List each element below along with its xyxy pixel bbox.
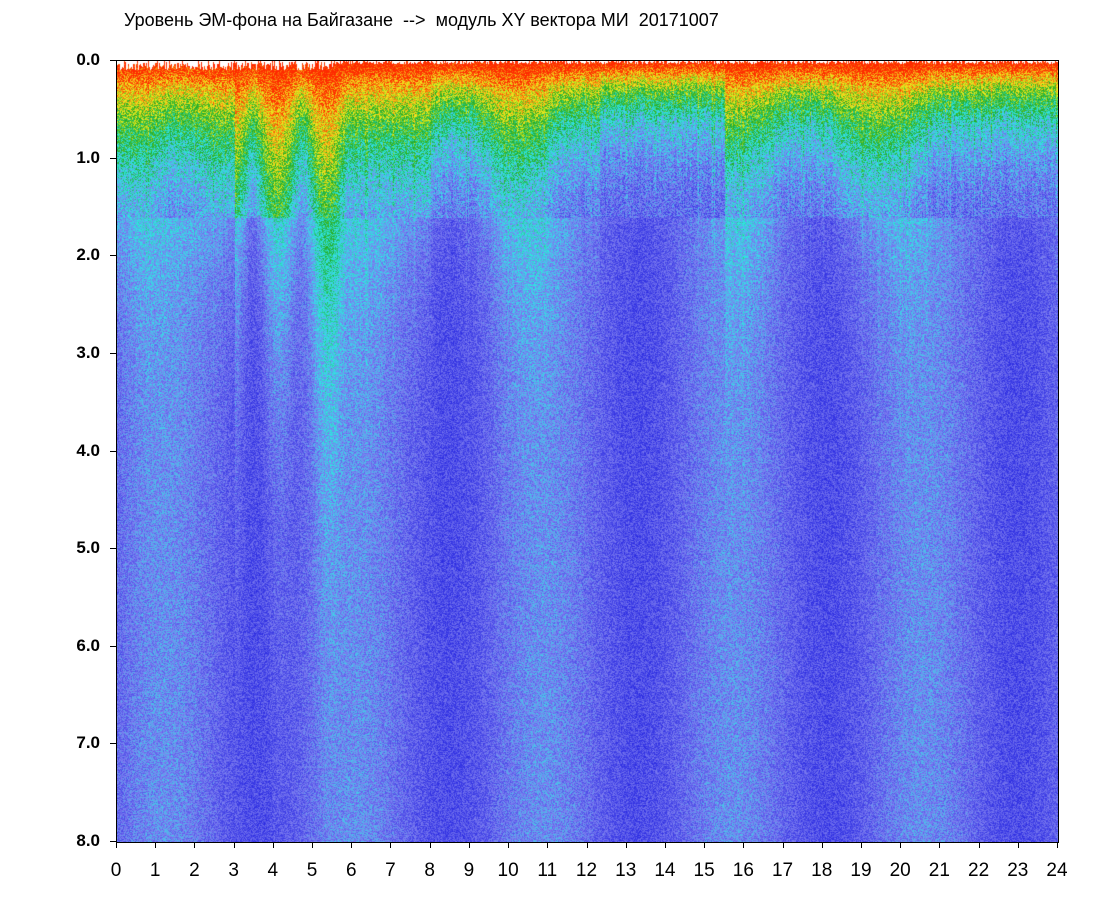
y-tick-mark	[110, 451, 116, 452]
x-tick-mark	[626, 842, 627, 848]
x-tick-label: 1	[149, 860, 161, 881]
x-tick-mark	[234, 842, 235, 848]
x-tick-label: 3	[228, 860, 239, 881]
x-tick-mark	[351, 842, 352, 848]
y-tick-label: 0.0	[76, 50, 100, 69]
x-tick-label: 9	[463, 860, 475, 881]
x-tick-label: 13	[615, 860, 637, 881]
x-tick-label: 10	[497, 860, 519, 881]
plot-area	[116, 60, 1059, 843]
x-tick-mark	[273, 842, 274, 848]
heatmap-spectrogram	[117, 61, 1058, 842]
x-tick-mark	[665, 842, 666, 848]
x-tick-label: 5	[306, 860, 318, 881]
x-tick-label: 2	[189, 860, 200, 881]
x-tick-label: 23	[1007, 860, 1029, 881]
x-tick-mark	[430, 842, 431, 848]
x-tick-mark	[547, 842, 548, 848]
x-tick-mark	[390, 842, 391, 848]
x-tick-label: 14	[654, 860, 676, 881]
x-tick-label: 16	[732, 860, 754, 881]
x-tick-label: 12	[575, 860, 598, 881]
y-tick-mark	[110, 353, 116, 354]
x-tick-mark	[783, 842, 784, 848]
x-tick-mark	[116, 842, 117, 848]
y-tick-label: 8.0	[76, 831, 100, 850]
x-tick-mark	[743, 842, 744, 848]
x-tick-mark	[822, 842, 823, 848]
x-tick-label: 11	[537, 860, 558, 881]
x-tick-mark	[155, 842, 156, 848]
y-tick-mark	[110, 646, 116, 647]
x-tick-label: 8	[424, 860, 435, 881]
x-tick-mark	[939, 842, 940, 848]
x-tick-label: 6	[345, 860, 357, 881]
x-tick-mark	[1057, 842, 1058, 848]
x-tick-mark	[312, 842, 313, 848]
x-tick-mark	[1018, 842, 1019, 848]
y-tick-label: 4.0	[76, 440, 100, 460]
x-tick-label: 15	[693, 860, 715, 881]
x-tick-mark	[704, 842, 705, 848]
chart-title: Уровень ЭМ-фона на Байгазане --> модуль …	[124, 10, 719, 30]
x-tick-label: 17	[771, 860, 794, 881]
y-tick-label: 6.0	[76, 635, 100, 655]
x-tick-mark	[900, 842, 901, 848]
y-tick-label: 1.0	[76, 147, 100, 167]
x-tick-mark	[508, 842, 509, 848]
y-tick-mark	[110, 255, 116, 256]
x-tick-label: 22	[968, 860, 990, 881]
y-tick-mark	[110, 743, 116, 744]
y-tick-label: 3.0	[76, 342, 100, 362]
x-tick-mark	[861, 842, 862, 848]
x-tick-label: 19	[850, 860, 872, 881]
x-tick-mark	[979, 842, 980, 848]
x-tick-label: 21	[928, 860, 950, 881]
x-tick-mark	[194, 842, 195, 848]
y-tick-mark	[110, 60, 116, 61]
x-tick-mark	[469, 842, 470, 848]
y-tick-label: 2.0	[76, 245, 100, 265]
x-tick-label: 20	[889, 860, 911, 881]
x-tick-label: 7	[385, 860, 396, 881]
y-tick-mark	[110, 841, 116, 842]
x-tick-label: 18	[811, 860, 833, 881]
x-tick-label: 4	[267, 860, 279, 881]
y-tick-label: 5.0	[76, 538, 100, 558]
y-tick-mark	[110, 158, 116, 159]
y-tick-label: 7.0	[76, 733, 100, 753]
y-tick-mark	[110, 548, 116, 549]
x-tick-label: 0	[110, 860, 122, 881]
x-tick-mark	[587, 842, 588, 848]
x-tick-label: 24	[1046, 860, 1068, 881]
